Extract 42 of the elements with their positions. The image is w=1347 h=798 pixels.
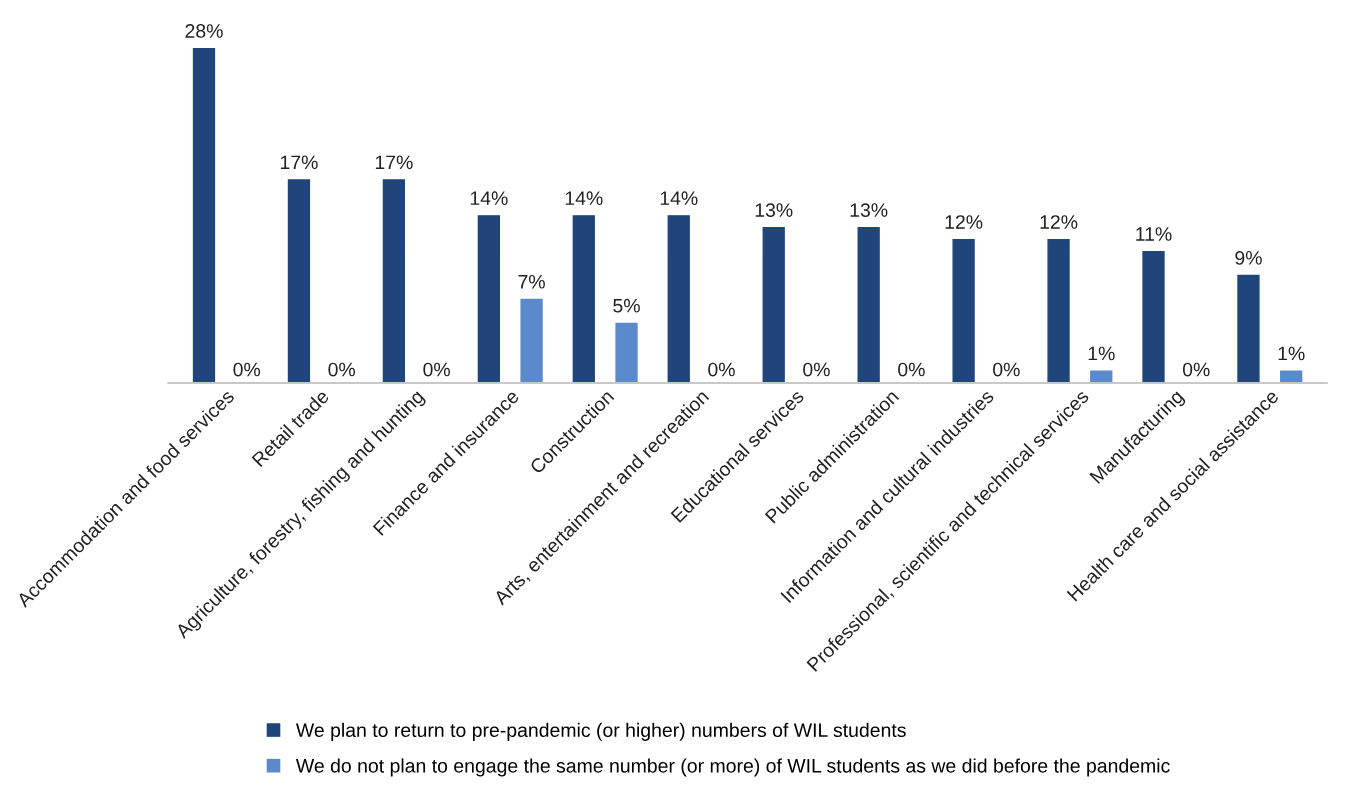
data-label: 0% (993, 362, 1020, 377)
data-label: 1% (1278, 346, 1305, 361)
data-label: 13% (850, 203, 888, 217)
data-label: 12% (1040, 215, 1078, 229)
bar (615, 322, 638, 384)
data-label: 13% (755, 203, 793, 217)
bar (762, 227, 785, 384)
data-label: 0% (708, 362, 735, 377)
data-label: 14% (565, 191, 603, 205)
data-label: 0% (898, 362, 925, 377)
data-label: 14% (660, 191, 698, 205)
data-label: 12% (945, 215, 983, 229)
bar (1142, 250, 1165, 384)
data-label: 28% (185, 24, 223, 38)
data-label: 9% (1235, 251, 1262, 265)
data-label: 0% (803, 362, 830, 377)
bar (192, 47, 216, 384)
bar (382, 179, 406, 384)
bar (477, 215, 500, 384)
data-label: 0% (1182, 362, 1210, 377)
data-label: 1% (1088, 346, 1115, 361)
bar (1047, 239, 1070, 384)
data-label: 17% (375, 155, 413, 170)
bar (952, 239, 975, 384)
data-label: 11% (1136, 227, 1172, 241)
bar (572, 215, 595, 384)
bar (857, 227, 880, 384)
bar (520, 298, 543, 384)
data-label: 0% (423, 362, 450, 377)
legend-label: We do not plan to engage the same number (or more) of WIL students as we did before the pandemic (295, 758, 1170, 777)
bar (1237, 274, 1260, 384)
bar (1280, 370, 1303, 384)
data-label: 17% (280, 155, 318, 170)
data-label: 5% (613, 298, 640, 313)
legend-label: We plan to return to pre-pandemic (or higher) numbers of WIL students (295, 722, 906, 741)
data-label: 7% (518, 274, 545, 289)
bar (1090, 370, 1113, 384)
bar (287, 179, 311, 384)
data-label: 0% (328, 362, 356, 377)
data-label: 0% (233, 362, 261, 377)
data-label: 14% (470, 191, 508, 205)
bar (667, 215, 690, 384)
